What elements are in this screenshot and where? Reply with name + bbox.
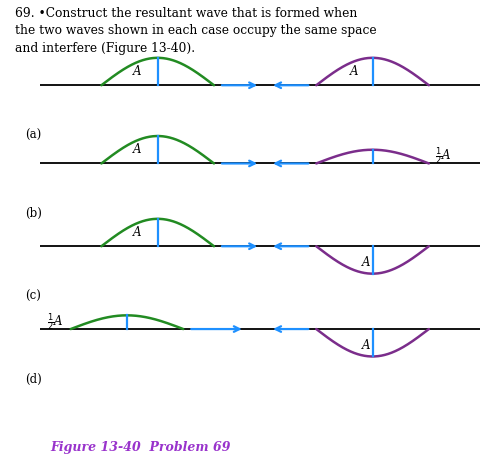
Text: (a): (a) [25,129,41,141]
Text: Figure 13-40  Problem 69: Figure 13-40 Problem 69 [50,441,230,453]
Text: A: A [133,143,141,156]
Text: 69. •Construct the resultant wave that is formed when
the two waves shown in eac: 69. •Construct the resultant wave that i… [15,7,376,55]
Text: $\frac{1}{2}$A: $\frac{1}{2}$A [435,145,452,166]
Text: A: A [350,65,358,78]
Text: A: A [362,255,371,268]
Text: A: A [362,338,371,351]
Text: A: A [133,225,141,238]
Text: A: A [133,65,141,78]
Text: (c): (c) [25,289,41,302]
Text: $\frac{1}{2}$A: $\frac{1}{2}$A [47,310,64,332]
Text: (b): (b) [25,207,42,219]
Text: (d): (d) [25,372,42,385]
